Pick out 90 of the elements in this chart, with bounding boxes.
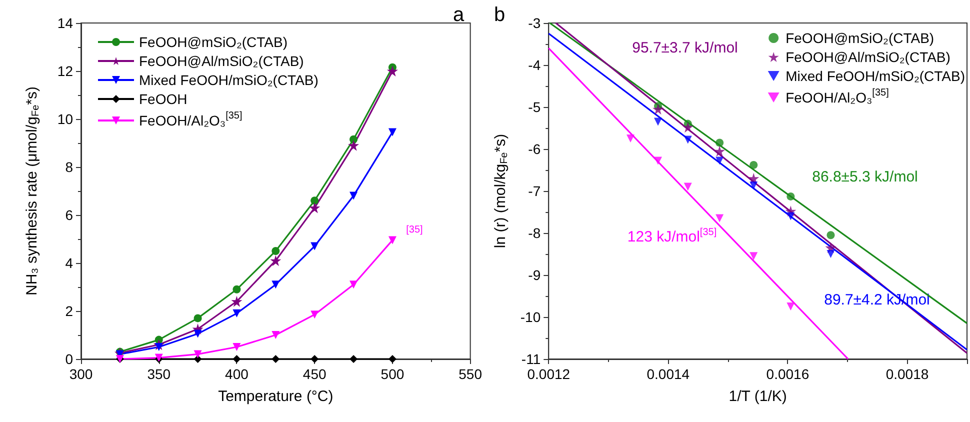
y-tick-label: 4 — [65, 255, 74, 271]
point — [272, 355, 280, 363]
y-tick-label: 12 — [57, 63, 74, 79]
chart-title: a — [453, 4, 465, 26]
point — [350, 355, 358, 363]
legend-label: FeOOH@Al/mSiO₂(CTAB) — [786, 49, 950, 65]
x-tick-label: 0.0014 — [646, 366, 690, 382]
point — [786, 192, 795, 200]
point — [350, 135, 358, 144]
point — [716, 138, 724, 147]
point — [310, 196, 319, 205]
x-tick-label: 0.0018 — [886, 366, 929, 382]
point — [388, 236, 396, 244]
point — [272, 247, 280, 255]
point — [194, 330, 202, 338]
x-tick-label: 550 — [458, 366, 482, 382]
legend-label: FeOOH@mSiO₂(CTAB) — [786, 30, 934, 46]
point — [232, 355, 241, 363]
point — [750, 182, 758, 190]
point — [194, 350, 202, 358]
point — [786, 212, 795, 220]
point — [716, 156, 724, 165]
point — [750, 252, 758, 260]
point — [232, 309, 241, 318]
y-tick-label: 14 — [57, 15, 74, 31]
point — [194, 314, 202, 322]
point — [750, 160, 758, 169]
point — [231, 296, 242, 307]
y-tick-label: -7 — [528, 183, 541, 199]
point — [310, 310, 319, 319]
point — [786, 302, 795, 310]
y-axis-title: ln (r) (mol/kgFe*s) — [492, 134, 510, 248]
legend-label: FeOOH@Al/mSiO₂(CTAB) — [139, 53, 304, 69]
x-axis-title: Temperature (°C) — [218, 388, 334, 405]
x-tick-label: 0.0012 — [527, 366, 570, 382]
y-tick-label: -3 — [528, 15, 541, 31]
point — [232, 343, 241, 351]
y-tick-label: -11 — [521, 351, 541, 367]
y-tick-label: 10 — [57, 111, 74, 127]
point — [654, 118, 662, 126]
point — [826, 250, 835, 258]
y-tick-label: 2 — [65, 303, 74, 319]
point — [826, 231, 835, 240]
point — [388, 355, 396, 363]
annotation: 95.7±3.7 kJ/mol — [632, 40, 738, 56]
point — [652, 104, 664, 115]
x-tick-label: 500 — [380, 366, 404, 382]
point — [626, 134, 635, 142]
point — [310, 355, 319, 363]
point — [272, 331, 280, 339]
x-axis-title: 1/T (1/K) — [728, 388, 787, 405]
point — [388, 128, 396, 136]
point — [232, 285, 241, 294]
point — [350, 192, 358, 200]
y-tick-label: -8 — [528, 225, 541, 241]
legend-label: Mixed FeOOH/mSiO₂(CTAB) — [786, 68, 966, 84]
point — [272, 280, 280, 289]
y-tick-label: -5 — [528, 99, 541, 115]
point — [270, 255, 282, 266]
legend-label: Mixed FeOOH/mSiO₂(CTAB) — [139, 72, 318, 88]
y-tick-label: 0 — [65, 351, 74, 367]
point — [716, 214, 724, 222]
point — [386, 66, 398, 76]
chart-title: b — [494, 4, 506, 26]
point — [684, 182, 692, 191]
x-tick-label: 450 — [302, 366, 326, 382]
y-tick-label: -10 — [520, 309, 541, 325]
annotation: 86.8±5.3 kJ/mol — [812, 168, 918, 186]
y-tick-label: 6 — [65, 207, 74, 223]
point — [684, 136, 692, 144]
y-tick-label: -9 — [528, 267, 541, 283]
point — [350, 280, 358, 289]
point — [654, 156, 662, 165]
x-tick-label: 0.0016 — [766, 366, 810, 382]
y-axis-title: NH₃ synthesis rate (μmol/gFe*s) — [24, 86, 42, 296]
y-tick-label: 8 — [65, 159, 74, 175]
y-tick-label: -4 — [528, 57, 541, 73]
point — [348, 140, 360, 151]
x-tick-label: 350 — [147, 366, 171, 382]
point — [154, 343, 163, 351]
x-tick-label: 300 — [69, 366, 93, 382]
x-tick-label: 400 — [225, 366, 249, 382]
annotation: [35] — [406, 224, 424, 236]
point — [682, 122, 694, 133]
point — [714, 146, 726, 157]
legend-label: FeOOH — [139, 91, 188, 107]
point — [309, 202, 320, 214]
point — [310, 242, 319, 250]
legend-label: FeOOH@mSiO₂(CTAB) — [139, 34, 288, 50]
y-tick-label: -6 — [528, 141, 541, 157]
